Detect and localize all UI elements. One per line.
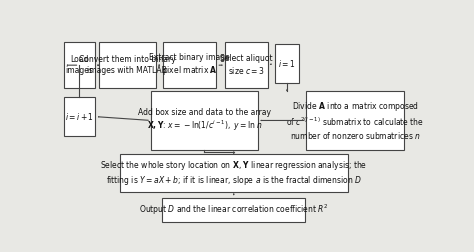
Text: Add box size and data to the array
$\mathbf{X, Y}$: $x = -\ln(1/c^{i-1}),\ y = \: Add box size and data to the array $\mat… xyxy=(138,108,271,133)
FancyBboxPatch shape xyxy=(274,44,300,83)
FancyBboxPatch shape xyxy=(64,42,95,88)
FancyBboxPatch shape xyxy=(163,42,216,88)
FancyBboxPatch shape xyxy=(120,154,347,192)
Text: Select the whole story location on $\mathbf{X}$, $\mathbf{Y}$ linear regression : Select the whole story location on $\mat… xyxy=(100,159,367,187)
Text: $i = 1$: $i = 1$ xyxy=(278,58,296,69)
Text: Extract binary image
pixel matrix $\mathbf{A}$: Extract binary image pixel matrix $\math… xyxy=(149,53,230,77)
Text: Select aliquot
size $c = 3$: Select aliquot size $c = 3$ xyxy=(220,54,273,76)
Text: Output $D$ and the linear correlation coefficient $R^2$: Output $D$ and the linear correlation co… xyxy=(139,203,328,217)
Text: Divide $\mathbf{A}$ into a matrix composed
of $c^{2(i-1)}$ submatrix to calculat: Divide $\mathbf{A}$ into a matrix compos… xyxy=(286,100,424,141)
FancyBboxPatch shape xyxy=(226,42,268,88)
FancyBboxPatch shape xyxy=(151,91,258,150)
FancyBboxPatch shape xyxy=(99,42,155,88)
FancyBboxPatch shape xyxy=(162,198,305,222)
FancyBboxPatch shape xyxy=(306,91,404,150)
Text: $i = i+1$: $i = i+1$ xyxy=(65,111,94,122)
Text: Load
images: Load images xyxy=(65,55,93,75)
Text: Convert them into binary
images with MATLAB: Convert them into binary images with MAT… xyxy=(79,55,175,75)
FancyBboxPatch shape xyxy=(64,97,95,136)
